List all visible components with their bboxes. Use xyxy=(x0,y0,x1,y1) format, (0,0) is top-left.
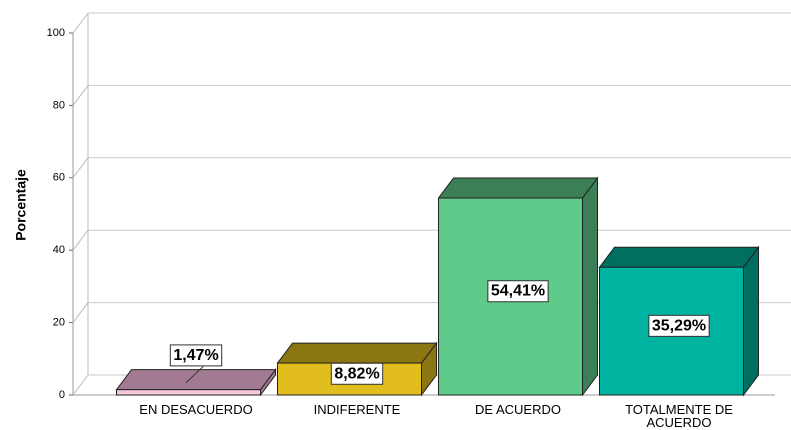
value-label: 1,47% xyxy=(173,347,218,364)
bar-top xyxy=(276,342,438,364)
bar-top xyxy=(437,177,599,199)
grid-slant xyxy=(72,85,89,106)
grid-slant xyxy=(72,157,89,179)
y-tick-label: 40 xyxy=(53,244,65,256)
value-label-box xyxy=(648,314,710,337)
y-tick-label: 60 xyxy=(53,172,65,184)
y-tick-label: 0 xyxy=(59,389,65,401)
value-label-box xyxy=(487,280,549,303)
x-tick-label: TOTALMENTE DE ACUERDO xyxy=(625,402,733,430)
bar-side xyxy=(582,176,598,397)
value-label-box xyxy=(169,344,223,367)
bar-side xyxy=(743,245,759,397)
y-tick-label: 80 xyxy=(53,99,65,111)
y-tick-label: 100 xyxy=(47,27,65,39)
value-label: 8,82% xyxy=(334,365,379,382)
bar xyxy=(116,389,261,396)
value-label: 54,41% xyxy=(491,283,545,300)
grid-slant xyxy=(72,374,89,396)
x-tick-label: DE ACUERDO xyxy=(475,402,561,417)
value-label-box xyxy=(330,362,384,385)
grid-slant xyxy=(72,229,89,251)
grid-slant xyxy=(72,12,89,34)
value-label: 35,29% xyxy=(652,317,706,334)
y-axis-label: Porcentaje xyxy=(13,169,29,241)
x-tick-label: EN DESACUERDO xyxy=(139,402,253,417)
grid-slant xyxy=(72,302,89,323)
y-tick-label: 20 xyxy=(53,317,65,329)
bar-top xyxy=(598,246,760,268)
label-leader xyxy=(185,365,205,384)
x-tick-label: INDIFERENTE xyxy=(313,402,401,417)
